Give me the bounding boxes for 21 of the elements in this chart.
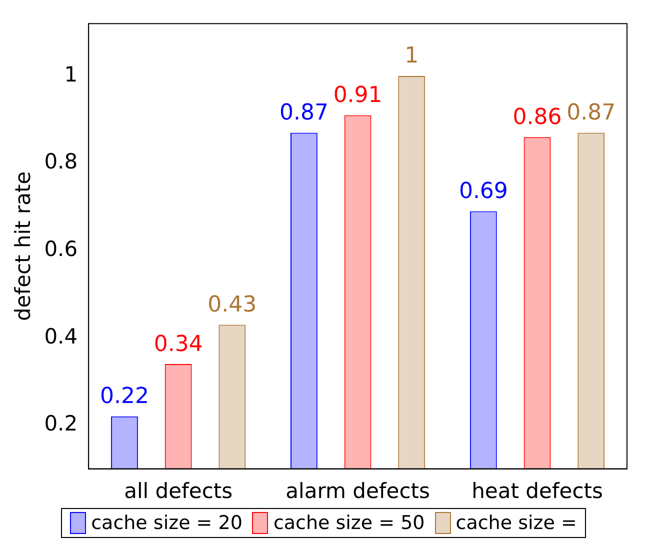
x-tick-label: all defects	[124, 478, 233, 503]
y-tick-label: 0.4	[44, 324, 78, 348]
data-label: 1	[404, 44, 419, 69]
data-label: 0.91	[333, 82, 382, 108]
data-label: 0.69	[458, 179, 508, 204]
y-axis-title: defect hit rate	[11, 171, 36, 322]
y-tick-label: 0.2	[44, 412, 78, 436]
data-label: 0.43	[208, 292, 257, 318]
data-label: 0.34	[154, 332, 203, 357]
y-tick-label: 1	[64, 62, 78, 86]
x-tick-label: heat defects	[472, 478, 603, 503]
legend-label: cache size =	[456, 512, 577, 534]
legend-label: cache size = 50	[273, 512, 425, 534]
data-label: 0.87	[279, 100, 328, 126]
x-tick-label: alarm defects	[286, 478, 430, 503]
data-label: 0.87	[566, 100, 616, 126]
data-label: 0.86	[512, 104, 562, 130]
data-label: 0.22	[100, 384, 149, 410]
y-tick-label: 0.8	[44, 150, 78, 174]
legend-label: cache size = 20	[91, 512, 242, 534]
y-tick-label: 0.6	[44, 237, 78, 262]
